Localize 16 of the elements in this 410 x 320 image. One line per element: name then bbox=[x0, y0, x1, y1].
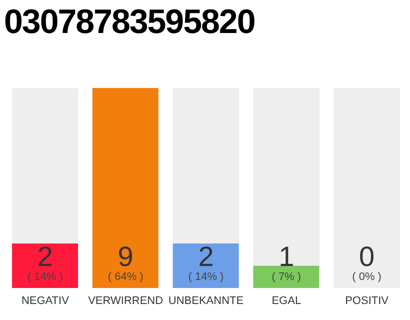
x-tick-label: EGAL bbox=[272, 294, 302, 307]
chart-title: 03078783595820 bbox=[4, 2, 256, 43]
x-tick-label: UNBEKANNTE bbox=[168, 294, 244, 307]
x-tick-label: POSITIV bbox=[345, 294, 390, 307]
x-tick-label: NEGATIV bbox=[21, 294, 70, 307]
data-label: 0 bbox=[359, 241, 375, 272]
annotation: ( 14% ) bbox=[188, 271, 224, 283]
annotation: ( 0% ) bbox=[352, 271, 382, 283]
annotation: ( 7% ) bbox=[272, 271, 302, 283]
data-label: 1 bbox=[278, 241, 294, 272]
annotation: ( 64% ) bbox=[108, 271, 144, 283]
data-label: 9 bbox=[118, 241, 134, 272]
annotation: ( 14% ) bbox=[27, 271, 63, 283]
data-label: 2 bbox=[198, 241, 214, 272]
data-label: 2 bbox=[37, 241, 53, 272]
x-tick-label: VERWIRREND bbox=[88, 294, 164, 307]
